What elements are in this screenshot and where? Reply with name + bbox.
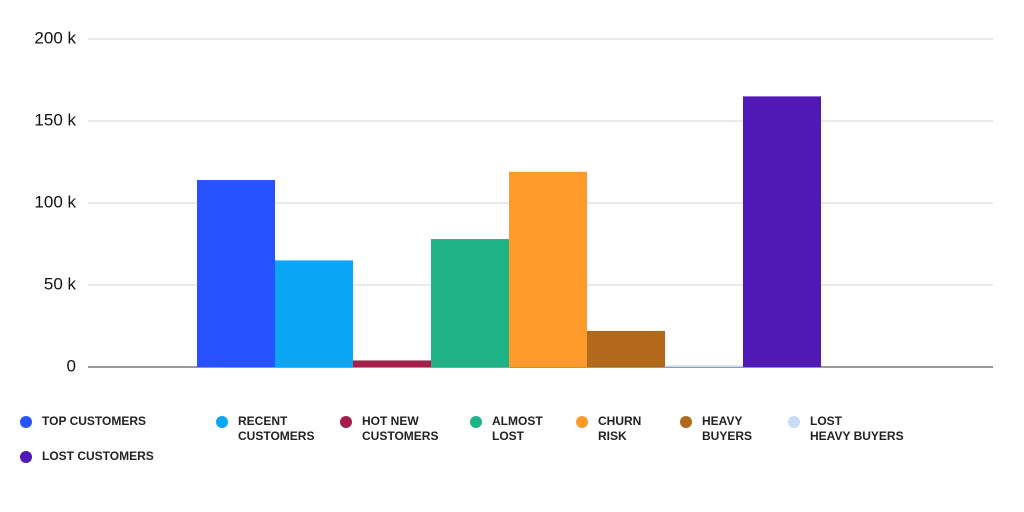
legend-label: CHURN RISK bbox=[598, 414, 642, 443]
legend-marker bbox=[470, 416, 482, 428]
bar bbox=[743, 96, 821, 368]
bar bbox=[197, 180, 275, 367]
legend-marker bbox=[680, 416, 692, 428]
legend-item: TOP CUSTOMERS bbox=[20, 414, 146, 429]
bar bbox=[665, 365, 743, 367]
y-tick-label: 200 k bbox=[34, 28, 76, 47]
bar bbox=[353, 360, 431, 367]
legend-marker bbox=[216, 416, 228, 428]
chart: 0 50 k 100 k 150 k 200 k bbox=[34, 28, 993, 375]
legend-marker bbox=[340, 416, 352, 428]
legend-label: TOP CUSTOMERS bbox=[42, 414, 147, 428]
legend-label: ALMOST LOST bbox=[492, 414, 543, 443]
legend-label: HOT NEW CUSTOMERS bbox=[362, 414, 439, 443]
legend-marker bbox=[576, 416, 588, 428]
legend-item: HEAVY BUYERS bbox=[680, 414, 752, 444]
bar bbox=[587, 330, 665, 367]
legend-marker bbox=[788, 416, 800, 428]
legend-item: HOT NEW CUSTOMERS bbox=[340, 414, 438, 444]
legend-label: HEAVY BUYERS bbox=[702, 414, 753, 443]
y-tick-label: 50 k bbox=[44, 274, 77, 293]
bar bbox=[275, 260, 353, 367]
y-tick-label: 150 k bbox=[34, 110, 76, 129]
legend-label: LOST HEAVY BUYERS bbox=[810, 414, 904, 443]
legend-item: RECENT CUSTOMERS bbox=[216, 414, 314, 444]
legend-item: LOST HEAVY BUYERS bbox=[788, 414, 904, 444]
legend-marker bbox=[20, 451, 32, 463]
legend-marker bbox=[20, 416, 32, 428]
legend-label: RECENT CUSTOMERS bbox=[238, 414, 315, 443]
bar bbox=[509, 171, 587, 367]
legend-item: LOST CUSTOMERS bbox=[20, 449, 154, 464]
y-tick-label: 100 k bbox=[34, 192, 76, 211]
y-tick-label: 0 bbox=[67, 356, 76, 375]
legend-item: CHURN RISK bbox=[576, 414, 641, 444]
bar bbox=[431, 239, 509, 367]
legend-label: LOST CUSTOMERS bbox=[42, 449, 154, 463]
legend-item: ALMOST LOST bbox=[470, 414, 543, 444]
